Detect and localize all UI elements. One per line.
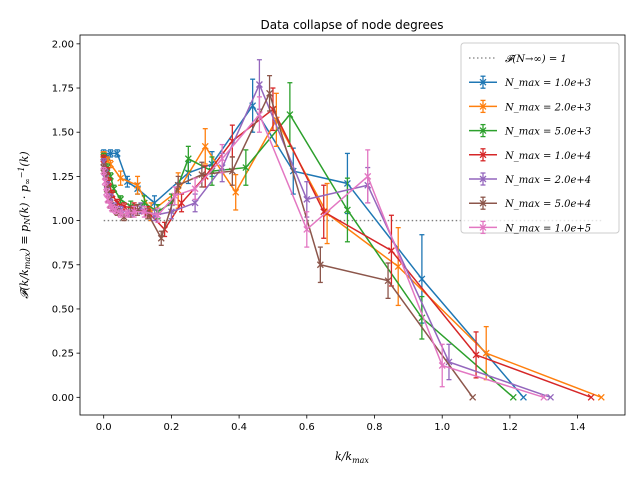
data-point (266, 89, 274, 97)
data-point (587, 393, 595, 401)
y-tick-label: 0.50 (52, 304, 74, 315)
data-point (438, 362, 446, 369)
legend-label: N_max = 2.0e+4 (504, 175, 591, 186)
data-point (130, 208, 138, 216)
series-2 (100, 92, 605, 401)
data-point (123, 210, 131, 217)
legend-label: N_max = 1.0e+3 (504, 78, 591, 89)
data-point (232, 188, 240, 196)
legend-label: N_max = 5.0e+4 (504, 199, 591, 210)
data-point (218, 155, 226, 163)
y-tick-label: 1.25 (52, 172, 74, 183)
data-point (117, 174, 125, 182)
legend: 𝓕(N→∞) = 1 N_max = 1.0e+3 N_max = 2.0e+3 N_… (460, 42, 620, 234)
data-point (255, 111, 263, 118)
x-tick-label: 1.0 (434, 422, 450, 433)
legend-marker-point (479, 175, 487, 183)
data-point (303, 195, 311, 203)
x-tick-label: 0.0 (96, 422, 112, 433)
data-point (547, 393, 554, 401)
data-point (472, 351, 480, 359)
legend-label-reference: 𝓕(N→∞) = 1 (505, 54, 567, 65)
legend-marker-point (479, 223, 487, 231)
data-point (134, 181, 142, 189)
legend-marker-point (479, 199, 487, 207)
data-point (316, 261, 324, 269)
x-tick-label: 0.4 (231, 422, 247, 433)
legend-marker-point (479, 78, 487, 86)
legend-label: N_max = 1.0e+5 (504, 223, 591, 234)
y-tick-label: 1.00 (52, 216, 74, 227)
data-point (445, 358, 453, 366)
data-point (140, 208, 148, 216)
data-point (100, 167, 108, 175)
data-point (201, 142, 209, 150)
data-point (154, 211, 162, 219)
data-point (418, 275, 426, 283)
data-point (597, 393, 605, 401)
y-tick-label: 0.75 (52, 260, 74, 271)
chart-title: Data collapse of node degrees (261, 18, 444, 32)
legend-label: N_max = 2.0e+3 (504, 102, 591, 113)
x-tick-label: 0.6 (299, 422, 315, 433)
legend-marker-point (479, 151, 487, 159)
data-point (140, 199, 148, 207)
x-tick-label: 0.2 (163, 422, 179, 433)
y-tick-label: 0.00 (52, 393, 74, 404)
data-point (102, 188, 110, 196)
data-point (394, 263, 402, 270)
data-point (303, 225, 311, 233)
series-line (103, 104, 525, 398)
x-tick-label: 1.4 (570, 422, 586, 433)
x-tick-label: 0.8 (367, 422, 383, 433)
data-point (540, 393, 548, 401)
data-point (191, 199, 199, 207)
data-point (101, 178, 109, 186)
axes-frame (79, 34, 626, 416)
x-tick-label: 1.2 (502, 422, 518, 433)
x-axis: 0.0 0.2 0.4 0.6 0.8 1.0 1.2 1.4 (96, 415, 586, 433)
data-point (157, 234, 165, 242)
data-point (509, 393, 517, 401)
data-point (469, 393, 477, 401)
series-7 (100, 96, 548, 401)
data-point (228, 167, 236, 175)
y-tick-label: 0.25 (52, 349, 74, 360)
data-point (384, 277, 392, 285)
y-tick-label: 1.75 (52, 84, 74, 95)
data-point (112, 206, 120, 214)
legend-marker-point (479, 102, 487, 110)
data-point (387, 247, 395, 255)
legend-label: N_max = 5.0e+3 (504, 127, 591, 138)
y-tick-label: 1.50 (52, 128, 74, 139)
legend-label: N_max = 1.0e+4 (504, 151, 591, 162)
data-point (117, 210, 125, 217)
data-point (255, 81, 263, 88)
plot-area (100, 59, 605, 401)
data-point (286, 111, 294, 118)
data-point (113, 149, 121, 157)
y-tick-label: 2.00 (52, 39, 74, 50)
data-point (198, 171, 206, 179)
data-point (178, 199, 186, 207)
data-point (171, 192, 179, 200)
legend-box (460, 42, 620, 234)
data-point (107, 149, 114, 157)
data-point (482, 349, 490, 357)
legend-marker-point (479, 127, 487, 135)
data-point (343, 206, 351, 214)
data-point (519, 393, 527, 401)
data-point (364, 172, 372, 180)
data-point (184, 155, 192, 163)
data-point (191, 185, 199, 193)
y-axis: 0.00 0.25 0.50 0.75 1.00 1.25 1.50 1.75 2.00 (52, 39, 80, 404)
data-point (242, 164, 250, 172)
